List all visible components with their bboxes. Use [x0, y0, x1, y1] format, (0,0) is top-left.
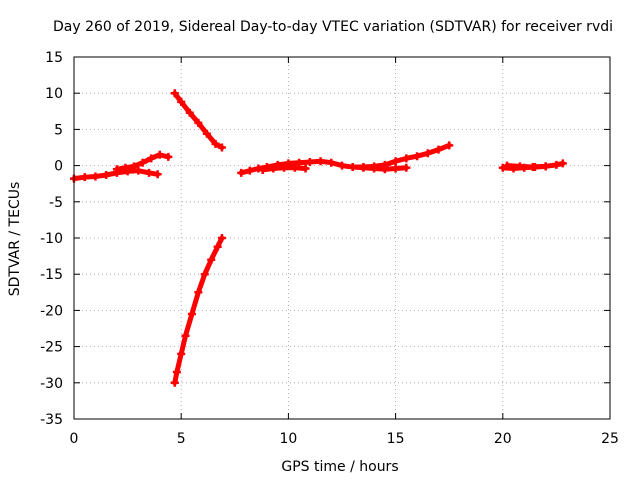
y-axis-label: SDTVAR / TECUs [7, 182, 23, 297]
data-point [413, 152, 422, 161]
data-point [181, 331, 190, 340]
data-point [207, 255, 216, 264]
data-point [177, 349, 186, 358]
y-tick-label: -20 [40, 303, 63, 319]
data-point [217, 234, 226, 242]
data-point [558, 159, 567, 168]
data-point [130, 162, 139, 171]
data-point [194, 288, 203, 297]
data-track [172, 235, 225, 386]
data-point [170, 89, 179, 98]
y-tick-label: 10 [45, 86, 63, 102]
data-point [528, 163, 537, 172]
data-point [305, 157, 314, 166]
data-point [91, 172, 100, 181]
data-point [434, 145, 443, 154]
data-point [177, 97, 186, 106]
data-point [237, 168, 246, 177]
data-point [498, 163, 507, 172]
data-point [269, 164, 278, 173]
data-point [102, 171, 111, 180]
data-track [504, 163, 549, 170]
y-tick-label: -25 [40, 340, 63, 356]
data-point [541, 162, 550, 171]
data-point [185, 108, 194, 117]
data-point [211, 139, 220, 148]
data-point [402, 163, 411, 172]
data-point [155, 150, 164, 159]
data-point [153, 170, 162, 179]
y-tick-label: 15 [45, 50, 63, 66]
data-point [348, 163, 357, 172]
data-points [70, 89, 567, 387]
data-point [217, 143, 226, 152]
data-point [327, 158, 336, 167]
data-point [80, 173, 89, 182]
y-tick-label: -30 [40, 376, 63, 392]
data-point [147, 154, 156, 163]
data-point [301, 164, 310, 173]
data-point [503, 161, 512, 170]
axis-frame [73, 56, 611, 420]
data-point [202, 129, 211, 138]
data-point [290, 163, 299, 172]
data-point [134, 166, 143, 175]
data-point [213, 242, 222, 251]
data-point [445, 141, 454, 150]
data-point [187, 310, 196, 319]
data-point [359, 163, 368, 172]
data-point [172, 367, 181, 376]
x-tick-label: 25 [601, 431, 619, 447]
data-point [338, 161, 346, 170]
data-point [370, 164, 379, 173]
data-point [552, 160, 561, 169]
data-point [194, 118, 203, 127]
data-point [258, 165, 267, 174]
y-tick-label: -10 [40, 231, 63, 247]
y-tick-label: -5 [49, 195, 63, 211]
data-point [316, 157, 325, 166]
data-point [245, 166, 254, 175]
y-tick-label: 5 [54, 122, 63, 138]
data-point [402, 154, 411, 163]
data-point [515, 162, 524, 171]
data-point [380, 165, 389, 174]
chart-title: Day 260 of 2019, Sidereal Day-to-day VTE… [53, 19, 613, 35]
x-tick-label: 0 [70, 431, 79, 447]
data-point [121, 163, 130, 172]
y-tick-label: -15 [40, 267, 63, 283]
data-point [145, 168, 154, 177]
data-point [295, 158, 304, 167]
y-tick-label: 0 [54, 159, 63, 175]
x-tick-label: 15 [387, 431, 405, 447]
data-point [423, 149, 432, 158]
data-point [391, 164, 400, 173]
y-tick-label: -35 [40, 412, 63, 428]
data-point [112, 165, 121, 174]
grid-lines [74, 57, 610, 419]
x-tick-label: 20 [494, 431, 512, 447]
data-point [391, 157, 400, 166]
x-tick-label: 5 [177, 431, 186, 447]
data-point [138, 158, 147, 167]
tick-labels: 0 5 10 15 20 25 15 10 5 0 -5 -10 -15 -20 -25 -30 -35 [40, 50, 619, 447]
data-point [280, 163, 289, 172]
x-axis-label: GPS time / hours [281, 459, 398, 475]
data-point [164, 152, 173, 161]
x-tick-label: 10 [279, 431, 297, 447]
data-point [170, 378, 179, 387]
data-point [200, 270, 209, 279]
